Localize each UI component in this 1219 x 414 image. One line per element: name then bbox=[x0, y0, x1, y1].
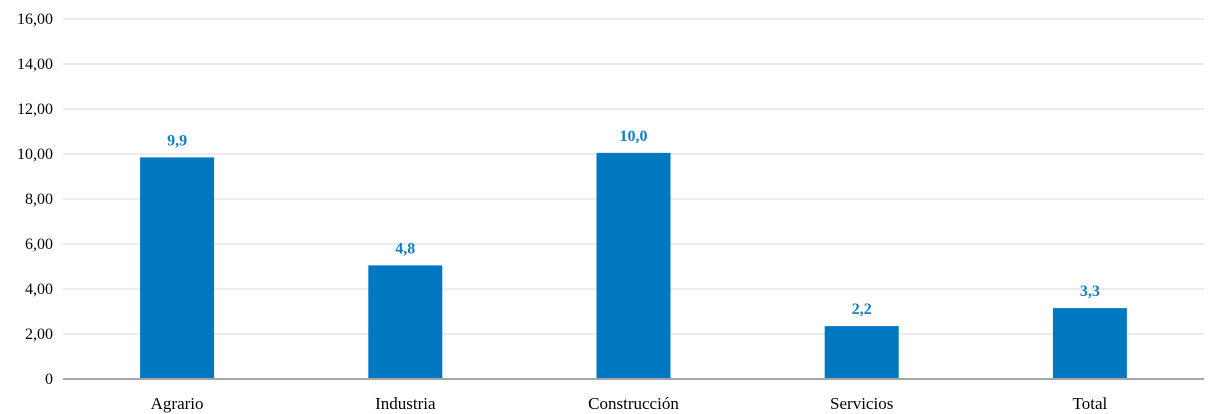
y-tick-label: 4,00 bbox=[25, 281, 53, 298]
data-labels: 9,9 4,8 10,0 2,2 3,3 bbox=[167, 128, 1100, 318]
bar bbox=[824, 326, 899, 379]
y-tick-label: 8,00 bbox=[25, 191, 53, 208]
y-tick-label: 12,00 bbox=[17, 101, 53, 118]
category-label: Industria bbox=[375, 394, 436, 413]
data-label: 3,3 bbox=[1080, 283, 1100, 300]
y-axis-ticks: 0 2,00 4,00 6,00 8,00 10,00 12,00 14,00 16,00 bbox=[17, 11, 53, 388]
y-tick-label: 2,00 bbox=[25, 326, 53, 343]
category-label: Total bbox=[1073, 394, 1108, 413]
bars bbox=[140, 152, 1127, 379]
category-label: Construcción bbox=[588, 394, 679, 413]
y-tick-label: 14,00 bbox=[17, 56, 53, 73]
data-label: 9,9 bbox=[167, 132, 187, 149]
y-tick-label: 0 bbox=[45, 371, 53, 388]
y-tick-label: 16,00 bbox=[17, 11, 53, 28]
data-label: 2,2 bbox=[852, 301, 872, 318]
category-label: Servicios bbox=[830, 394, 893, 413]
bar bbox=[596, 152, 671, 379]
y-tick-label: 10,00 bbox=[17, 146, 53, 163]
x-axis-categories: Agrario Industria Construcción Servicios Tot… bbox=[151, 394, 1108, 413]
data-label: 10,0 bbox=[620, 128, 648, 145]
bar bbox=[1052, 308, 1127, 379]
bar bbox=[140, 157, 215, 379]
data-label: 4,8 bbox=[395, 240, 415, 257]
bar bbox=[368, 265, 443, 379]
category-label: Agrario bbox=[151, 394, 204, 413]
y-tick-label: 6,00 bbox=[25, 236, 53, 253]
